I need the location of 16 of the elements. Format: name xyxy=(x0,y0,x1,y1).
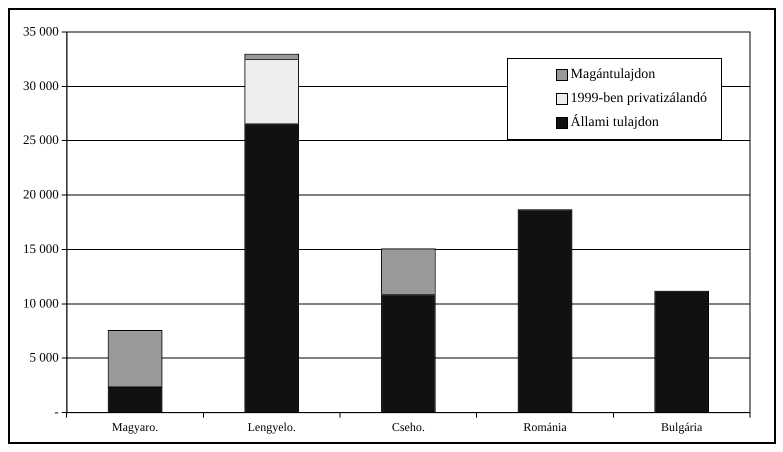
legend-label: 1999-ben privatizálandó xyxy=(570,90,707,108)
y-tick-label: - xyxy=(54,404,59,420)
y-tick-label: 35 000 xyxy=(23,23,59,38)
x-tick-label: Magyaro. xyxy=(112,420,158,434)
x-tick-label: Cseho. xyxy=(392,420,425,434)
y-tick-label: 5 000 xyxy=(30,350,59,365)
y-tick-label: 20 000 xyxy=(23,186,59,202)
y-tick-label: 10 000 xyxy=(23,295,59,310)
x-tick-label: Bulgária xyxy=(661,420,704,434)
y-tick-label: 30 000 xyxy=(23,78,59,93)
legend-label: Magántulajdon xyxy=(570,66,656,84)
y-tick-label: 15 000 xyxy=(23,240,59,256)
legend-label: Állami tulajdon xyxy=(570,113,659,132)
x-tick-label: Románia xyxy=(523,420,568,434)
y-tick-label: 25 000 xyxy=(23,132,59,148)
x-tick-label: Lengyelo. xyxy=(248,420,296,434)
